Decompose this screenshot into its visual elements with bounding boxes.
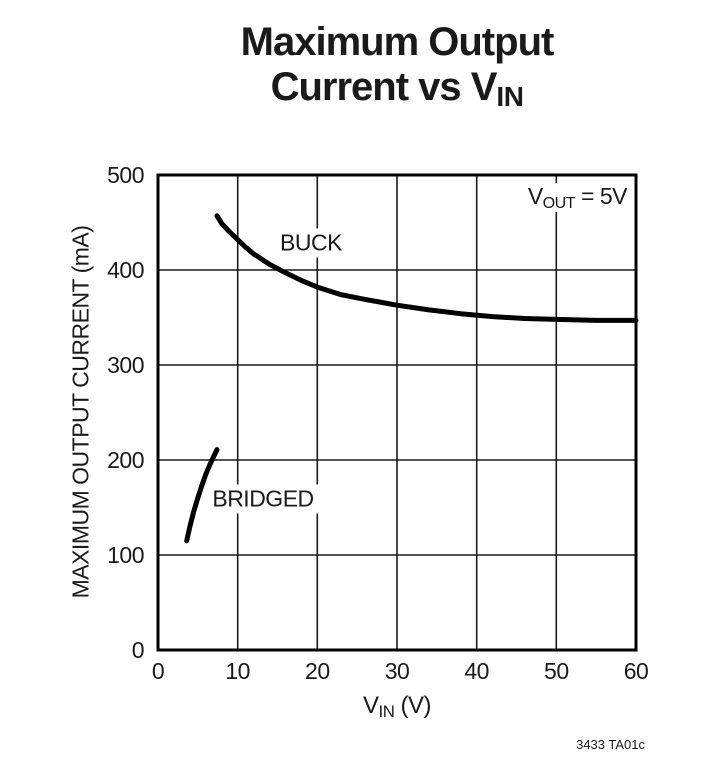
chart-title: Maximum Output Current vs VIN bbox=[158, 20, 636, 113]
figure-code: 3433 TA01c bbox=[576, 737, 645, 752]
y-tick-label: 400 bbox=[107, 257, 144, 283]
vout-condition-annotation: VOUT = 5V bbox=[523, 183, 631, 212]
vout-annotation-text: V bbox=[527, 183, 543, 209]
y-tick-label: 300 bbox=[107, 352, 144, 378]
y-tick-label: 500 bbox=[107, 162, 144, 188]
x-tick-label: 30 bbox=[384, 658, 410, 684]
x-axis-vin-subscript: IN bbox=[378, 701, 395, 721]
vout-annotation-value: = 5V bbox=[575, 183, 627, 209]
y-axis-label: MAXIMUM OUTPUT CURRENT (mA) bbox=[67, 225, 94, 599]
y-tick-label: 0 bbox=[131, 637, 145, 663]
x-tick-label: 60 bbox=[623, 658, 649, 684]
x-axis-label: VIN (V) bbox=[158, 692, 636, 721]
x-tick-label: 0 bbox=[151, 658, 165, 684]
x-axis-label-unit: (V) bbox=[394, 692, 431, 719]
vout-annotation-subscript: OUT bbox=[542, 193, 576, 212]
buck-curve-label: BUCK bbox=[274, 228, 348, 258]
chart-title-line2-text: Current vs V bbox=[270, 65, 498, 109]
chart-title-line1: Maximum Output bbox=[240, 20, 555, 64]
chart-title-line2: Current vs VIN bbox=[158, 65, 636, 113]
x-tick-label: 10 bbox=[225, 658, 250, 684]
plot-frame bbox=[156, 173, 638, 652]
bridged-curve-label: BRIDGED bbox=[206, 484, 320, 514]
x-tick-label: 40 bbox=[464, 658, 489, 684]
chart-title-vin-subscript: IN bbox=[496, 81, 524, 113]
x-tick-label: 50 bbox=[544, 658, 569, 684]
curve-buck bbox=[214, 213, 639, 323]
curve-bridged bbox=[184, 447, 220, 544]
x-tick-label: 20 bbox=[305, 658, 330, 684]
y-tick-label: 100 bbox=[107, 542, 144, 568]
x-axis-label-text: V bbox=[363, 692, 379, 719]
y-tick-label: 200 bbox=[107, 447, 144, 473]
